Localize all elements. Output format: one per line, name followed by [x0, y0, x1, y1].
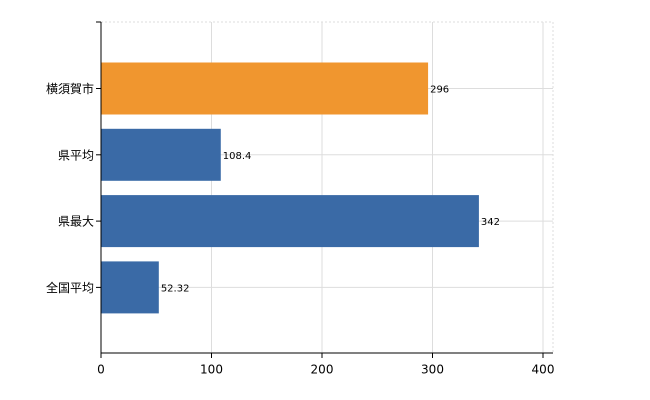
x-tick-label: 0 [97, 363, 105, 377]
x-tick-label: 100 [200, 363, 223, 377]
value-label: 342 [481, 217, 500, 228]
value-label: 52.32 [161, 283, 190, 294]
y-tick-label: 全国平均 [46, 280, 94, 295]
y-tick-label: 横須賀市 [46, 81, 94, 96]
x-tick-label: 400 [532, 363, 555, 377]
bar [101, 128, 221, 181]
value-label: 108.4 [223, 151, 252, 162]
bar [101, 62, 429, 115]
y-tick-label: 県最大 [58, 215, 94, 229]
bar [101, 261, 159, 314]
x-tick-label: 200 [311, 363, 334, 377]
value-label: 296 [430, 85, 449, 96]
x-tick-label: 300 [421, 363, 444, 377]
y-tick-label: 県平均 [58, 148, 94, 162]
bar [101, 195, 479, 248]
